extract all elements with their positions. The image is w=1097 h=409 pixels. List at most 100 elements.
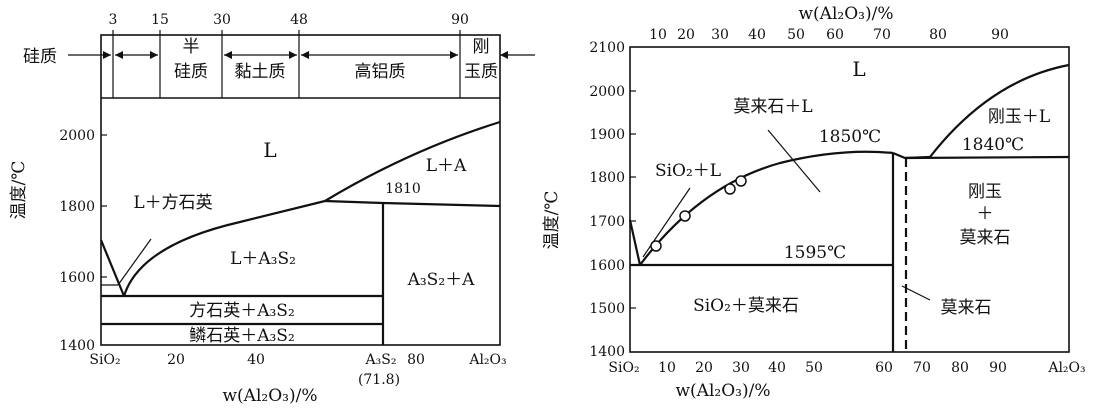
- arrowhead: [224, 51, 232, 59]
- x-tick-label: 40: [768, 360, 786, 376]
- zone-label-corundum: 刚: [473, 37, 490, 57]
- liquidus-silica: [628, 219, 642, 266]
- liquidus-mullite-low: [122, 199, 326, 297]
- liquidus-mullite: [639, 150, 894, 266]
- left-diagram: 3 15 30 48 90 硅质 半 硅质 黏土质 高铝质: [9, 12, 535, 406]
- top-tick-label: 90: [991, 27, 1009, 43]
- x-tick-sublabel: (71.8): [358, 372, 400, 388]
- left-top-tick: 48: [290, 12, 308, 28]
- temp-1810: 1810: [385, 181, 421, 197]
- arrowhead: [500, 51, 508, 59]
- solidus-1840: [904, 155, 1070, 160]
- region-liquid-mullite: L＋A₃S₂: [230, 249, 296, 269]
- arrowhead: [103, 51, 111, 59]
- x-tick-label: A₃S₂: [365, 352, 397, 368]
- y-tick-label: 1400: [589, 344, 625, 360]
- left-top-tick: 3: [109, 12, 118, 28]
- top-tick-label: 10: [649, 27, 667, 43]
- y-tick-label: 2000: [59, 128, 95, 144]
- arrowhead: [301, 51, 309, 59]
- arrowhead: [289, 51, 297, 59]
- x-tick-label: 90: [989, 360, 1007, 376]
- y-tick-label: 2100: [589, 40, 625, 56]
- right-x-axis-label: w(Al₂O₃)/%: [676, 381, 771, 401]
- temp-1840: 1840℃: [962, 135, 1024, 155]
- liquidus-cristobalite: [99, 239, 126, 297]
- top-tick-label: 40: [748, 27, 766, 43]
- y-tick-label: 1900: [589, 127, 625, 143]
- region-tridymite-mullite: 鳞石英＋A₃S₂: [189, 326, 295, 346]
- y-tick-label: 1600: [589, 258, 625, 274]
- region-cristobalite-mullite: 方石英＋A₃S₂: [189, 301, 295, 321]
- region-corundum: 刚玉: [968, 182, 1002, 202]
- region-liquid: L: [852, 57, 865, 81]
- y-tick-label: 1800: [589, 170, 625, 186]
- leader-line: [767, 129, 821, 193]
- zone-label-clay: 黏土质: [235, 62, 286, 82]
- x-tick-label: 20: [695, 360, 713, 376]
- arrowhead: [115, 51, 123, 59]
- region-corundum-liquid: 刚玉＋L: [988, 107, 1050, 127]
- left-y-axis-label: 温度/℃: [9, 161, 29, 220]
- region-mullite-alumina: A₃S₂＋A: [407, 270, 476, 290]
- temp-1850: 1850℃: [819, 127, 881, 147]
- arrowhead: [150, 51, 158, 59]
- region-liquid-alumina: L＋A: [426, 156, 467, 176]
- left-x-axis-label: w(Al₂O₃)/%: [223, 386, 318, 406]
- x-tick-label: 20: [167, 352, 185, 368]
- y-tick-label: 1500: [589, 301, 625, 317]
- y-tick-label: 1400: [59, 338, 95, 354]
- mullite-callout: 莫来石: [941, 298, 992, 318]
- label-leader: [117, 238, 152, 286]
- zone-label-semi: 半: [183, 37, 200, 57]
- left-top-tick: 90: [451, 12, 469, 28]
- x-tick-label: 60: [875, 360, 893, 376]
- left-top-tick: 15: [151, 12, 169, 28]
- top-tick-label: 50: [787, 27, 805, 43]
- x-tick-label: SiO₂: [608, 360, 639, 376]
- x-tick-label: 50: [805, 360, 823, 376]
- liquidus-corundum: [324, 120, 501, 202]
- top-tick-label: 20: [677, 27, 695, 43]
- region-silica-liquid: SiO₂＋L: [655, 161, 721, 181]
- top-tick-label: 70: [873, 27, 891, 43]
- data-point: [735, 175, 747, 187]
- region-mullite: 莫来石: [960, 228, 1011, 248]
- top-tick-label: 80: [929, 27, 947, 43]
- data-point: [679, 210, 691, 222]
- left-plot-frame: [100, 34, 501, 346]
- y-tick-label: 2000: [589, 84, 625, 100]
- x-tick-label: Al₂O₃: [468, 352, 506, 368]
- region-plus: ＋: [977, 204, 994, 224]
- top-tick-label: 30: [711, 27, 729, 43]
- zone-label-corundum: 玉质: [464, 62, 498, 82]
- right-diagram: w(Al₂O₃)/% 10 20 30 40 50 60 70 80 90 温度…: [542, 4, 1086, 401]
- data-point: [650, 240, 662, 252]
- region-liquid: L: [263, 138, 276, 162]
- data-point: [724, 183, 736, 195]
- x-tick-label: 40: [247, 352, 265, 368]
- right-y-axis-label: 温度/℃: [542, 191, 562, 250]
- solidus-line: [324, 199, 501, 208]
- y-tick-label: 1600: [59, 270, 95, 286]
- liquidus-corundum: [929, 63, 1070, 158]
- right-plot-frame: [629, 46, 1070, 353]
- top-tick-label: 60: [826, 27, 844, 43]
- zone-label-semi: 硅质: [174, 62, 208, 82]
- arrowhead: [450, 51, 458, 59]
- x-tick-label: SiO₂: [89, 352, 120, 368]
- right-top-axis-label: w(Al₂O₃)/%: [799, 4, 894, 24]
- leader-line: [642, 187, 691, 258]
- x-tick-label: 30: [732, 360, 750, 376]
- x-tick-label: 80: [951, 360, 969, 376]
- region-mullite-liquid: 莫来石＋L: [733, 97, 812, 117]
- y-tick-label: 1800: [59, 199, 95, 215]
- region-liquid-cristobalite: L＋方石英: [133, 193, 212, 213]
- leader-line: [901, 285, 931, 301]
- x-tick-label: Al₂O₃: [1047, 360, 1085, 376]
- temp-1595: 1595℃: [784, 243, 846, 263]
- x-tick-label: 70: [913, 360, 931, 376]
- left-top-tick: 30: [213, 12, 231, 28]
- zone-label-siliceous: 硅质: [23, 47, 57, 67]
